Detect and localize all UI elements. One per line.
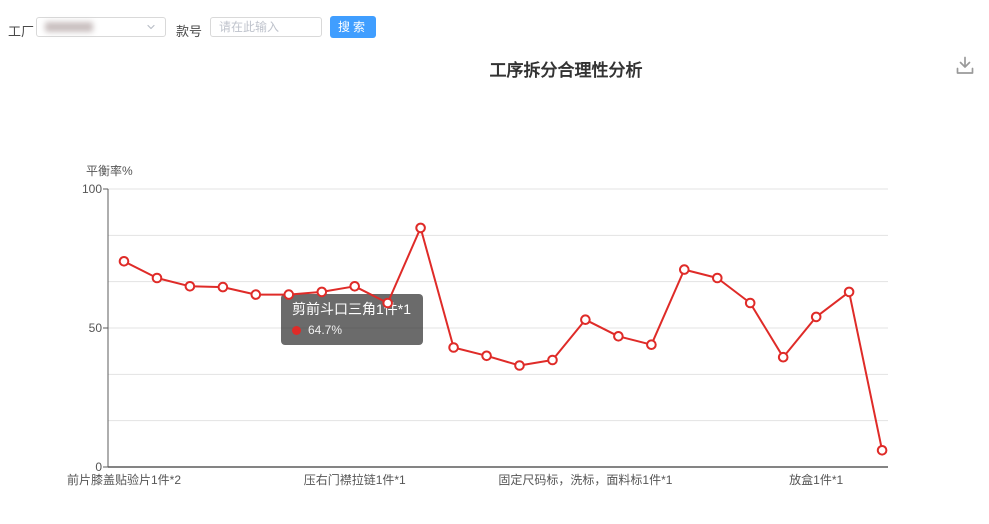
y-tick-label: 50 <box>88 321 102 335</box>
download-icon[interactable] <box>953 54 977 78</box>
x-tick-label: 固定尺码标，洗标，面料标1件*1 <box>498 473 673 487</box>
tooltip-value-row: 64.7% <box>292 323 411 337</box>
chevron-down-icon <box>147 24 155 30</box>
style-number-label: 款号 <box>176 24 203 39</box>
factory-select-value-redacted <box>45 22 93 32</box>
chart-plot-area[interactable] <box>108 189 888 467</box>
factory-select[interactable] <box>36 17 166 37</box>
search-button[interactable]: 搜索 <box>330 16 377 38</box>
tooltip-title: 剪前斗口三角1件*1 <box>292 301 412 317</box>
tooltip-value: 64.7% <box>308 323 343 337</box>
y-tick-label: 0 <box>95 460 102 474</box>
page-title: 工序拆分合理性分析 <box>489 61 643 80</box>
y-axis-name: 平衡率% <box>86 164 133 178</box>
x-tick-label: 前片膝盖贴验片1件*2 <box>66 473 182 487</box>
toolbar: 工厂 款号 搜索 <box>0 0 989 48</box>
style-number-input[interactable] <box>210 17 322 37</box>
x-tick-label: 放盒1件*1 <box>789 473 844 487</box>
factory-label: 工厂 <box>8 24 35 39</box>
series-marker-icon <box>292 325 301 335</box>
y-tick-label: 100 <box>81 182 102 196</box>
chart-tooltip: 剪前斗口三角1件*1 64.7% <box>281 294 424 345</box>
x-tick-label: 压右门襟拉链1件*1 <box>303 473 406 487</box>
